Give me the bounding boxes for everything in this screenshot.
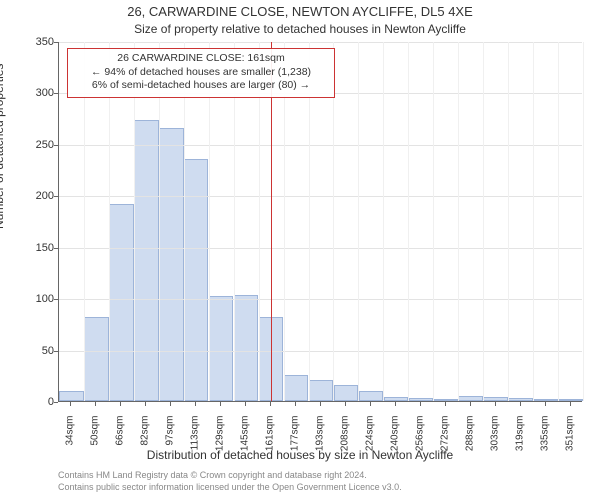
y-tick-mark <box>54 145 58 146</box>
gridline-v <box>383 42 384 401</box>
bar <box>334 385 358 401</box>
x-tick-mark <box>195 402 196 406</box>
chart-title-line1: 26, CARWARDINE CLOSE, NEWTON AYCLIFFE, D… <box>0 4 600 19</box>
bar <box>309 380 333 401</box>
x-tick-mark <box>445 402 446 406</box>
x-tick-mark <box>370 402 371 406</box>
gridline-v <box>533 42 534 401</box>
bar <box>84 317 108 401</box>
y-tick-label: 200 <box>14 190 54 202</box>
y-tick-label: 0 <box>14 396 54 408</box>
bar <box>483 397 507 401</box>
x-tick-mark <box>170 402 171 406</box>
bar <box>109 204 133 401</box>
y-tick-label: 250 <box>14 139 54 151</box>
gridline-h <box>59 299 582 300</box>
bar <box>434 399 458 401</box>
x-tick-mark <box>570 402 571 406</box>
callout-line3: 6% of semi-detached houses are larger (8… <box>74 79 328 93</box>
gridline-v <box>508 42 509 401</box>
bar <box>458 396 482 401</box>
bar <box>234 295 258 401</box>
x-tick-mark <box>470 402 471 406</box>
bar <box>159 128 183 401</box>
x-tick-mark <box>395 402 396 406</box>
y-tick-mark <box>54 351 58 352</box>
y-tick-mark <box>54 93 58 94</box>
y-axis-label: Number of detached properties <box>0 64 6 229</box>
y-tick-label: 300 <box>14 87 54 99</box>
gridline-v <box>558 42 559 401</box>
y-tick-label: 100 <box>14 293 54 305</box>
x-tick-mark <box>545 402 546 406</box>
x-tick-mark <box>245 402 246 406</box>
callout-box: 26 CARWARDINE CLOSE: 161sqm ← 94% of det… <box>67 48 335 98</box>
x-tick-mark <box>120 402 121 406</box>
bar <box>384 397 408 401</box>
bar <box>359 391 383 401</box>
x-tick-mark <box>70 402 71 406</box>
y-tick-mark <box>54 196 58 197</box>
callout-line1: 26 CARWARDINE CLOSE: 161sqm <box>74 52 328 66</box>
y-tick-mark <box>54 299 58 300</box>
bar <box>209 296 233 401</box>
x-tick-mark <box>320 402 321 406</box>
x-tick-mark <box>95 402 96 406</box>
x-axis-label: Distribution of detached houses by size … <box>0 448 600 462</box>
bar <box>59 391 83 401</box>
y-tick-label: 50 <box>14 345 54 357</box>
y-tick-mark <box>54 402 58 403</box>
bar <box>558 399 582 401</box>
x-tick-mark <box>295 402 296 406</box>
footnote-line1: Contains HM Land Registry data © Crown c… <box>58 470 367 481</box>
bar <box>284 375 308 401</box>
gridline-h <box>59 42 582 43</box>
gridline-h <box>59 145 582 146</box>
gridline-v <box>458 42 459 401</box>
y-tick-label: 150 <box>14 242 54 254</box>
x-tick-mark <box>345 402 346 406</box>
bar <box>508 398 532 401</box>
bar <box>533 399 557 401</box>
x-tick-mark <box>520 402 521 406</box>
bar <box>134 120 158 401</box>
callout-line2: ← 94% of detached houses are smaller (1,… <box>74 66 328 80</box>
footnote-line2: Contains public sector information licen… <box>58 482 402 493</box>
y-tick-mark <box>54 42 58 43</box>
gridline-h <box>59 248 582 249</box>
x-tick-mark <box>420 402 421 406</box>
x-tick-mark <box>270 402 271 406</box>
y-tick-mark <box>54 248 58 249</box>
x-tick-mark <box>145 402 146 406</box>
gridline-v <box>433 42 434 401</box>
chart-container: 26, CARWARDINE CLOSE, NEWTON AYCLIFFE, D… <box>0 0 600 500</box>
x-tick-mark <box>495 402 496 406</box>
gridline-h <box>59 196 582 197</box>
gridline-h <box>59 351 582 352</box>
chart-title-line2: Size of property relative to detached ho… <box>0 22 600 36</box>
gridline-v <box>358 42 359 401</box>
x-tick-mark <box>220 402 221 406</box>
gridline-v <box>408 42 409 401</box>
gridline-v <box>483 42 484 401</box>
y-tick-label: 350 <box>14 36 54 48</box>
plot-area: 26 CARWARDINE CLOSE: 161sqm ← 94% of det… <box>58 42 582 402</box>
bar <box>409 398 433 401</box>
gridline-v <box>583 42 584 401</box>
